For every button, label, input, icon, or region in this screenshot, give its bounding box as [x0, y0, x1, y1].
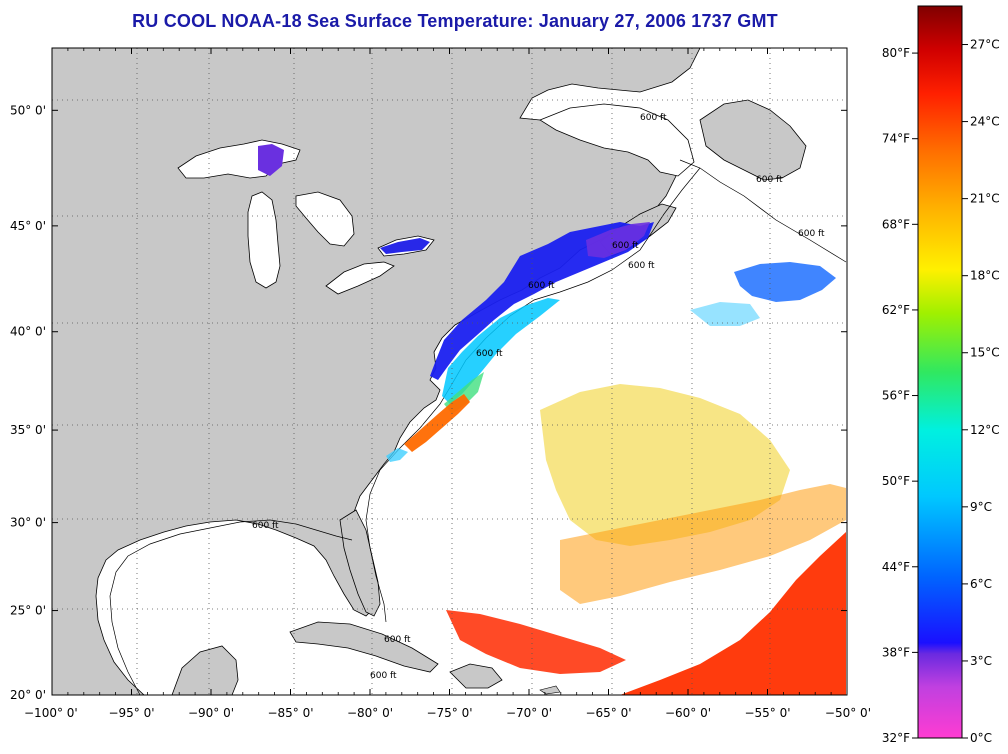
lon-tick-label: −65° 0' — [585, 706, 631, 720]
sst-shelf-cyan — [442, 298, 560, 404]
lat-tick-label: 30° 0' — [10, 516, 46, 530]
colorbar-celsius-label: 0°C — [970, 731, 992, 745]
lat-tick-label: 25° 0' — [10, 604, 46, 618]
lat-tick-label: 35° 0' — [10, 423, 46, 437]
sst-lake-superior-purple — [258, 144, 284, 176]
colorbar-celsius-label: 24°C — [970, 115, 1000, 129]
colorbar-celsius-label: 12°C — [970, 423, 1000, 437]
colorbar-celsius-label: 9°C — [970, 500, 992, 514]
contour-label-3: 600 ft — [798, 229, 825, 239]
lon-tick-label: −80° 0' — [347, 706, 393, 720]
contour-label-9: 600 ft — [384, 635, 411, 645]
contour-label-10: 600 ft — [370, 671, 397, 681]
sst-gulf-of-maine-purple — [586, 222, 650, 258]
colorbar-fahrenheit-label: 32°F — [882, 731, 910, 745]
contour-label-6: 600 ft — [528, 281, 555, 291]
sst-coastal-cold — [430, 222, 654, 380]
lat-tick-label: 40° 0' — [10, 325, 46, 339]
colorbar-fahrenheit-label: 80°F — [882, 46, 910, 60]
lon-tick-label: −95° 0' — [108, 706, 154, 720]
colorbar-celsius-label: 6°C — [970, 577, 992, 591]
lon-tick-label: −70° 0' — [506, 706, 552, 720]
sst-lake-ontario-blue — [380, 238, 430, 254]
colorbar-celsius-label: 18°C — [970, 269, 1000, 283]
contour-label-7: 600 ft — [476, 349, 503, 359]
latitude-axis: 20° 0' 25° 0' 30° 0' 35° 0' 40° 0' 45° 0' 50° … — [10, 103, 847, 702]
colorbar-fahrenheit-label: 44°F — [882, 560, 910, 574]
colorbar — [917, 5, 963, 739]
colorbar-fahrenheit-label: 56°F — [882, 389, 910, 403]
colorbar-fahrenheit-label: 74°F — [882, 132, 910, 146]
sst-sargasso-orange — [560, 484, 846, 604]
contour-label-1: 600 ft — [640, 113, 667, 123]
colorbar-celsius-labels: 27°C 24°C 21°C 18°C 15°C 12°C 9°C 6°C 3°C 0°C — [962, 38, 1000, 745]
lake-huron — [295, 191, 355, 247]
lon-tick-label: −100° 0' — [24, 706, 78, 720]
lon-tick-label: −85° 0' — [267, 706, 313, 720]
sst-georges-blue — [734, 262, 836, 302]
lon-tick-label: −75° 0' — [426, 706, 472, 720]
colorbar-celsius-label: 21°C — [970, 192, 1000, 206]
gulf-st-lawrence — [539, 103, 695, 177]
lat-tick-label: 50° 0' — [10, 103, 46, 117]
contour-label-8: 600 ft — [252, 521, 279, 531]
colorbar-celsius-label: 3°C — [970, 654, 992, 668]
lon-tick-label: −60° 0' — [665, 706, 711, 720]
sst-gulf-stream-orange — [404, 394, 470, 452]
colorbar-fahrenheit-label: 50°F — [882, 474, 910, 488]
contour-label-4: 600 ft — [612, 241, 639, 251]
colorbar-fahrenheit-label: 38°F — [882, 645, 910, 659]
colorbar-fahrenheit-labels: 80°F 74°F 68°F 62°F 56°F 50°F 44°F 38°F 32°F — [882, 46, 918, 745]
colorbar-fahrenheit-label: 68°F — [882, 217, 910, 231]
sst-sargasso-yellow — [540, 384, 790, 546]
contour-labels: 600 ft 600 ft 600 ft 600 ft 600 ft 600 f… — [252, 113, 825, 681]
colorbar-celsius-label: 15°C — [970, 346, 1000, 360]
longitude-axis: −100° 0' −95° 0' −90° 0' −85° 0' −80° 0' −75°… — [24, 48, 871, 720]
contour-label-5: 600 ft — [628, 261, 655, 271]
sst-caribbean-red — [446, 610, 626, 674]
lake-erie — [325, 261, 395, 295]
depth-contour-gulf — [109, 519, 353, 695]
land-florida — [339, 509, 381, 617]
map-title: RU COOL NOAA-18 Sea Surface Temperature:… — [132, 11, 778, 31]
colorbar-fahrenheit-label: 62°F — [882, 303, 910, 317]
land-yucatan — [171, 645, 239, 695]
lon-tick-label: −90° 0' — [188, 706, 234, 720]
sst-offshore-cyan — [690, 302, 760, 326]
lon-tick-label: −55° 0' — [744, 706, 790, 720]
lat-tick-label: 20° 0' — [10, 688, 46, 702]
land-hispaniola — [449, 663, 503, 689]
contour-label-2: 600 ft — [756, 175, 783, 185]
sst-cape-hatteras-cyan — [386, 448, 408, 462]
colorbar-celsius-label: 27°C — [970, 38, 1000, 52]
lat-tick-label: 45° 0' — [10, 219, 46, 233]
lon-tick-label: −50° 0' — [825, 706, 871, 720]
land-cuba — [289, 621, 439, 673]
sst-southeast-red — [620, 532, 846, 695]
